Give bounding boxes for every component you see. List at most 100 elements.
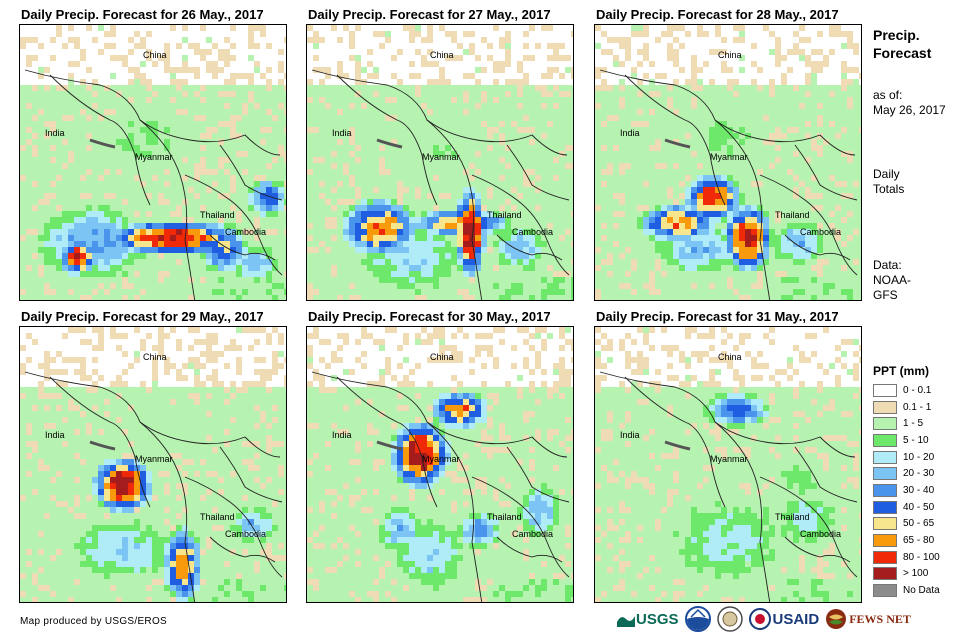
forecast-panel-1: Daily Precip. Forecast for 27 May., 2017… [306, 7, 574, 304]
map-label-myanmar: Myanmar [135, 152, 173, 162]
usaid-seal-icon [748, 608, 771, 630]
map-label-india: India [45, 128, 65, 138]
daily-totals-note: Daily Totals [873, 167, 904, 197]
data-source-line1: Data: [873, 258, 902, 272]
legend-swatch [873, 450, 897, 464]
sidebar-title-line1: Precip. [873, 27, 920, 43]
sidebar-title-line2: Forecast [873, 45, 932, 61]
legend-label: 20 - 30 [903, 468, 935, 480]
usaid-logo: USAID [748, 608, 820, 630]
panel-title: Daily Precip. Forecast for 30 May., 2017 [308, 309, 551, 324]
map-label-cambodia: Cambodia [225, 227, 267, 237]
legend-label: 0.1 - 1 [903, 401, 932, 413]
map-label-myanmar: Myanmar [710, 152, 748, 162]
legend-item: 20 - 30 [873, 465, 940, 482]
as-of-date: as of: May 26, 2017 [873, 88, 946, 118]
legend-label: 50 - 65 [903, 518, 935, 530]
agency-logos: USGS USAID FEWS NET [616, 604, 911, 634]
forecast-panel-0: Daily Precip. Forecast for 26 May., 2017… [19, 7, 287, 304]
fewsnet-globe-icon [826, 609, 847, 629]
legend-item: 10 - 20 [873, 449, 940, 466]
precip-map: China India Myanmar Thailand Cambodia [306, 326, 574, 603]
legend-swatch [873, 383, 897, 397]
map-label-thailand: Thailand [487, 210, 522, 220]
map-label-china: China [143, 50, 167, 60]
legend-label: 0 - 0.1 [903, 384, 932, 396]
map-label-india: India [620, 430, 640, 440]
fewsnet-logo: FEWS NET [825, 608, 911, 630]
legend-label: 30 - 40 [903, 484, 935, 496]
precip-field [595, 327, 861, 602]
panel-title: Daily Precip. Forecast for 29 May., 2017 [21, 309, 264, 324]
sidebar-title: Precip. Forecast [873, 26, 931, 62]
map-label-china: China [718, 352, 742, 362]
map-label-cambodia: Cambodia [512, 529, 554, 539]
legend-swatch [873, 467, 897, 481]
forecast-panel-4: Daily Precip. Forecast for 30 May., 2017… [306, 309, 574, 606]
map-label-thailand: Thailand [775, 512, 810, 522]
panel-title: Daily Precip. Forecast for 26 May., 2017 [21, 7, 264, 22]
map-label-myanmar: Myanmar [710, 454, 748, 464]
data-source: Data: NOAA- GFS [873, 258, 911, 303]
precip-map: China India Myanmar Thailand Cambodia [306, 24, 574, 301]
legend-title: PPT (mm) [873, 364, 930, 378]
legend-item: No Data [873, 582, 940, 599]
legend-swatch [873, 483, 897, 497]
map-label-india: India [332, 430, 352, 440]
legend-item: 0.1 - 1 [873, 399, 940, 416]
legend-label: 1 - 5 [903, 418, 924, 430]
precip-field [307, 327, 573, 602]
map-label-cambodia: Cambodia [225, 529, 267, 539]
legend-swatch [873, 567, 897, 581]
panel-title: Daily Precip. Forecast for 31 May., 2017 [596, 309, 839, 324]
legend-item: 65 - 80 [873, 532, 940, 549]
legend-item: 1 - 5 [873, 415, 940, 432]
map-label-india: India [45, 430, 65, 440]
as-of-value: May 26, 2017 [873, 103, 946, 117]
legend-item: 30 - 40 [873, 482, 940, 499]
legend-label: 80 - 100 [903, 551, 940, 563]
precip-map: China India Myanmar Thailand Cambodia [594, 326, 862, 603]
precip-map: China India Myanmar Thailand Cambodia [19, 326, 287, 603]
map-label-thailand: Thailand [775, 210, 810, 220]
legend-label: 40 - 50 [903, 501, 935, 513]
dept-interior-seal [716, 606, 743, 632]
legend-swatch [873, 534, 897, 548]
map-label-cambodia: Cambodia [800, 227, 842, 237]
map-label-india: India [332, 128, 352, 138]
map-label-china: China [143, 352, 167, 362]
precip-map: China India Myanmar Thailand Cambodia [19, 24, 287, 301]
panel-title: Daily Precip. Forecast for 28 May., 2017 [596, 7, 839, 22]
legend-item: 50 - 65 [873, 516, 940, 533]
map-label-thailand: Thailand [487, 512, 522, 522]
precip-map: China India Myanmar Thailand Cambodia [594, 24, 862, 301]
legend-label: > 100 [903, 568, 929, 580]
data-source-line2: NOAA- [873, 273, 912, 287]
legend-item: 40 - 50 [873, 499, 940, 516]
precip-field [20, 327, 286, 602]
legend-label: 10 - 20 [903, 451, 935, 463]
legend-item: 80 - 100 [873, 549, 940, 566]
as-of-label: as of: [873, 88, 903, 102]
usgs-logo-text: USGS [636, 610, 679, 628]
legend-swatch [873, 584, 897, 598]
legend-swatch [873, 500, 897, 514]
map-label-thailand: Thailand [200, 210, 235, 220]
usgs-wave-icon [617, 616, 635, 627]
map-label-cambodia: Cambodia [512, 227, 554, 237]
forecast-panel-3: Daily Precip. Forecast for 29 May., 2017… [19, 309, 287, 606]
legend-swatch [873, 517, 897, 531]
legend-swatch [873, 417, 897, 431]
map-label-china: China [718, 50, 742, 60]
legend-swatch [873, 400, 897, 414]
forecast-panel-5: Daily Precip. Forecast for 31 May., 2017… [594, 309, 862, 606]
map-label-china: China [430, 352, 454, 362]
precip-field [307, 25, 573, 300]
usgs-logo: USGS [616, 610, 679, 628]
legend-label: 5 - 10 [903, 434, 929, 446]
map-credit: Map produced by USGS/EROS [20, 616, 168, 627]
daily-totals-line2: Totals [873, 182, 905, 196]
usaid-logo-text: USAID [772, 610, 820, 628]
forecast-panel-2: Daily Precip. Forecast for 28 May., 2017… [594, 7, 862, 304]
legend-item: > 100 [873, 566, 940, 583]
